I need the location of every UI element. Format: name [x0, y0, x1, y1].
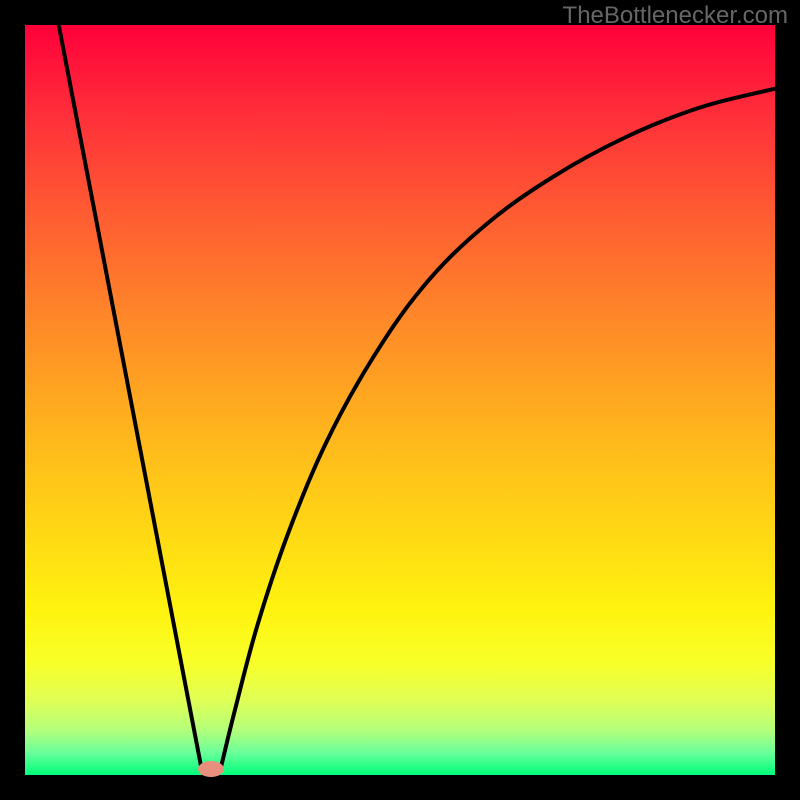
curve-right-branch	[220, 89, 775, 772]
curve-left-branch	[59, 25, 202, 771]
bottleneck-marker	[198, 761, 224, 777]
plot-area	[25, 25, 775, 775]
watermark-text: TheBottlenecker.com	[563, 2, 788, 30]
curve-layer	[25, 25, 775, 775]
chart-container: TheBottlenecker.com	[0, 0, 800, 800]
